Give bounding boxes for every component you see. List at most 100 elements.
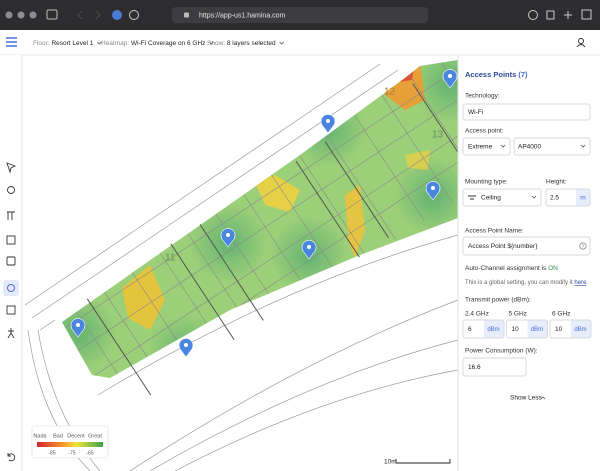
text: Auto-Channel assignment is: [465, 265, 547, 272]
url: https://app-us1.hamina.com: [199, 12, 286, 19]
room-label: 12: [384, 87, 396, 98]
vendor-select[interactable]: [462, 137, 511, 156]
layers-tool[interactable]: [6, 305, 16, 315]
wall-tool[interactable]: [7, 211, 15, 220]
consumption-input[interactable]: [462, 357, 527, 377]
extension-icon[interactable]: [112, 10, 122, 20]
select-tool[interactable]: [6, 162, 17, 174]
access-point[interactable]: [220, 228, 236, 248]
ap-dot: [431, 186, 435, 190]
address-bar[interactable]: [172, 7, 428, 23]
input-value: 6: [468, 326, 472, 333]
floor: Resort Level 1: [51, 40, 93, 47]
label: Mounting type:: [465, 179, 508, 186]
heatmap-select[interactable]: Heatmap: Wi-Fi Coverage on 6 GHz: [101, 40, 205, 47]
object-tool[interactable]: [6, 256, 16, 266]
comment-tool[interactable]: [7, 186, 15, 194]
sidebar-icon[interactable]: [46, 9, 58, 20]
room-label: 11: [165, 253, 176, 264]
unit: m: [580, 195, 585, 202]
menu-icon[interactable]: [6, 37, 17, 47]
mounting-select[interactable]: [462, 188, 542, 207]
app-header: [0, 30, 600, 55]
ap-tool-icon: [7, 284, 15, 292]
undo[interactable]: [7, 453, 16, 462]
window-dot[interactable]: [29, 11, 37, 19]
floor-select[interactable]: Floor: Resort Level 1: [33, 40, 94, 47]
show-less[interactable]: Show Less: [510, 395, 543, 402]
download-icon[interactable]: [528, 10, 538, 20]
new-tab[interactable]: [564, 11, 572, 19]
scale-label: 10m: [384, 459, 397, 466]
access-point[interactable]: [178, 338, 194, 358]
heatmap: Wi-Fi Coverage on 6 GHz: [131, 40, 205, 47]
unit: dBm: [531, 327, 543, 333]
label: Technology:: [465, 93, 500, 100]
room-wall: [323, 130, 396, 240]
access-point[interactable]: [70, 318, 86, 338]
model-select[interactable]: [513, 137, 591, 156]
input-value: 10: [512, 326, 520, 333]
outline: [24, 63, 381, 306]
ap-dot: [76, 323, 80, 327]
legend-tick: -85: [48, 450, 55, 456]
tabs-icon[interactable]: [581, 9, 592, 20]
unit-box: [527, 320, 547, 338]
access-point[interactable]: [425, 181, 441, 201]
chevron: [500, 144, 506, 148]
heatmap-label: Heatmap:: [101, 40, 129, 47]
room-wall: [266, 167, 340, 277]
corridor-wall: [66, 71, 458, 359]
room-wall: [295, 149, 368, 259]
state: ON: [548, 265, 558, 272]
access-point[interactable]: [301, 240, 317, 260]
road: [149, 339, 459, 471]
survey-tool[interactable]: [7, 328, 15, 339]
chevron: [209, 41, 214, 45]
room-wall: [352, 111, 425, 221]
room-wall: [238, 186, 311, 296]
select-value: Ceiling: [481, 195, 501, 202]
nav-arrows[interactable]: [77, 10, 101, 20]
unit: dBm: [574, 327, 586, 333]
road: [129, 299, 459, 471]
share-icon[interactable]: [546, 10, 555, 20]
technology-select[interactable]: [462, 103, 591, 121]
room-wall: [68, 299, 141, 378]
label: Height:: [546, 179, 567, 186]
window-dot[interactable]: [17, 11, 25, 19]
user-icon[interactable]: [578, 38, 584, 44]
access-point[interactable]: [442, 69, 458, 89]
text: This is a global setting, you can modify…: [465, 280, 573, 286]
heat-weak: [405, 150, 430, 170]
outline: [39, 319, 56, 331]
unit-box: [576, 189, 590, 206]
shield-icon[interactable]: [129, 10, 139, 20]
panel-title: Access Points (7): [465, 70, 528, 79]
input-value: 16.6: [468, 364, 481, 371]
count: (7): [518, 70, 528, 79]
input-value: 2.5: [550, 195, 559, 202]
band-label: 5 GHz: [509, 311, 527, 318]
chevron: [540, 396, 546, 400]
structural-wall: [295, 160, 360, 258]
show-select[interactable]: Show: 8 layers selected: [207, 40, 276, 47]
band-label: 6 GHz: [552, 311, 570, 318]
link[interactable]: here: [574, 280, 587, 286]
ap-dot: [184, 343, 188, 347]
help-icon[interactable]: [579, 242, 587, 250]
floor-label: Floor:: [33, 40, 50, 47]
access-point[interactable]: [320, 114, 336, 134]
ap-tool-active[interactable]: [3, 280, 19, 296]
show-label: Show:: [207, 40, 225, 47]
legend-gradient: [37, 442, 103, 447]
area-tool[interactable]: [6, 235, 16, 245]
window-dot[interactable]: [5, 11, 13, 19]
name-input[interactable]: [462, 236, 591, 256]
user-icon-body: [576, 44, 586, 48]
room-wall: [408, 74, 458, 184]
select-value: AP4000: [518, 144, 542, 151]
road: [97, 234, 459, 396]
ceiling-icon: [468, 195, 476, 200]
